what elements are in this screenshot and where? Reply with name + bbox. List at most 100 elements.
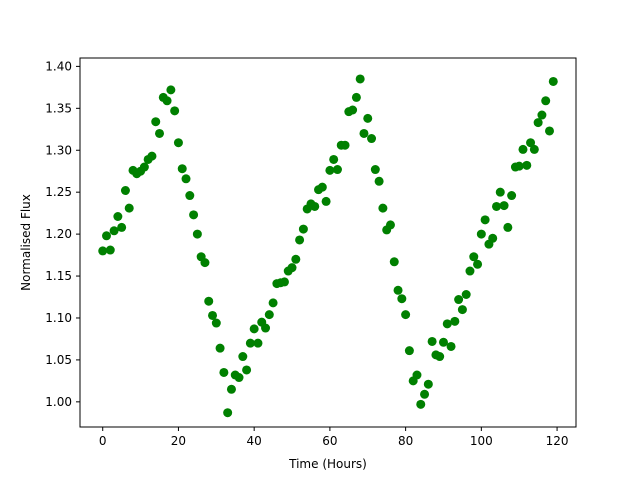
- data-point: [348, 105, 358, 115]
- data-point: [518, 144, 528, 154]
- data-point: [109, 226, 119, 236]
- data-point: [389, 257, 399, 267]
- data-point: [514, 161, 524, 171]
- plot-frame: [79, 57, 577, 428]
- data-point: [105, 245, 115, 255]
- data-point: [507, 191, 517, 201]
- data-point: [393, 285, 403, 295]
- data-point: [355, 74, 365, 84]
- data-point: [416, 399, 426, 409]
- data-point: [200, 258, 210, 268]
- data-point: [378, 203, 388, 213]
- data-point: [359, 128, 369, 138]
- data-point: [529, 144, 539, 154]
- data-point: [385, 220, 395, 230]
- data-point: [537, 110, 547, 120]
- y-axis-ticks: 1.00 1.05 1.10 1.15 1.20 1.25 1.30 1.35 1.40: [45, 59, 80, 409]
- y-tick-label: 1.30: [45, 143, 72, 157]
- data-point: [310, 201, 320, 211]
- data-point: [340, 140, 350, 150]
- data-point: [279, 277, 289, 287]
- data-point: [446, 341, 456, 351]
- data-point: [177, 164, 187, 174]
- data-point: [189, 210, 199, 220]
- plot-area: [80, 58, 576, 427]
- data-point: [404, 346, 414, 356]
- data-point: [321, 196, 331, 206]
- x-tick-label: 20: [171, 434, 186, 448]
- y-tick-label: 1.35: [45, 101, 72, 115]
- x-tick-label: 60: [322, 434, 337, 448]
- data-point: [226, 384, 236, 394]
- data-point: [139, 162, 149, 172]
- data-point: [268, 298, 278, 308]
- data-point: [287, 263, 297, 273]
- data-point: [162, 96, 172, 106]
- x-tick-label: 80: [398, 434, 413, 448]
- data-point: [465, 266, 475, 276]
- data-point: [450, 316, 460, 326]
- data-point: [215, 343, 225, 353]
- x-axis-label: Time (Hours): [288, 457, 367, 471]
- data-point: [545, 126, 554, 136]
- data-point: [120, 186, 130, 195]
- data-point: [204, 296, 214, 306]
- data-point: [185, 191, 195, 201]
- x-axis-ticks: 0 20 40 60 80 100 120: [99, 427, 569, 448]
- data-point: [488, 233, 498, 243]
- data-point: [367, 134, 377, 144]
- data-point: [397, 294, 407, 304]
- data-point: [332, 165, 342, 175]
- data-point: [238, 352, 248, 362]
- data-point: [192, 229, 202, 239]
- data-point: [102, 231, 111, 241]
- data-point: [548, 76, 558, 86]
- data-point: [351, 92, 361, 102]
- data-point: [480, 215, 490, 225]
- data-point: [522, 160, 532, 170]
- data-point: [223, 408, 233, 418]
- data-point: [113, 212, 123, 221]
- data-point: [253, 338, 263, 348]
- data-point: [155, 128, 165, 138]
- y-tick-label: 1.25: [45, 185, 72, 199]
- data-point: [234, 373, 244, 383]
- data-point: [219, 367, 229, 377]
- data-point: [295, 235, 305, 245]
- data-point: [495, 187, 505, 197]
- data-point: [491, 201, 501, 211]
- data-point: [173, 138, 183, 148]
- x-tick-label: 120: [546, 434, 569, 448]
- data-point: [98, 246, 108, 256]
- data-point: [526, 138, 536, 148]
- data-point: [438, 337, 448, 347]
- data-point: [461, 290, 471, 299]
- data-point: [181, 174, 191, 184]
- data-point: [503, 222, 513, 232]
- y-tick-label: 1.05: [45, 353, 72, 367]
- x-tick-label: 0: [99, 434, 107, 448]
- data-point: [261, 323, 271, 333]
- data-point: [423, 379, 433, 389]
- data-point: [317, 182, 327, 192]
- data-point: [211, 318, 221, 328]
- data-point: [151, 117, 161, 127]
- data-point: [412, 370, 422, 380]
- data-point: [117, 222, 127, 232]
- y-tick-label: 1.40: [45, 59, 72, 73]
- data-point: [147, 151, 157, 161]
- x-tick-label: 100: [470, 434, 493, 448]
- data-point: [325, 165, 335, 175]
- data-point: [469, 252, 479, 262]
- data-point: [374, 176, 384, 186]
- data-point: [264, 310, 274, 320]
- data-point: [124, 203, 134, 213]
- data-point: [454, 295, 464, 305]
- data-point: [208, 310, 218, 320]
- data-point: [476, 229, 486, 239]
- data-point: [298, 224, 308, 234]
- data-point: [245, 338, 255, 348]
- data-point: [442, 319, 452, 329]
- y-tick-label: 1.10: [45, 311, 72, 325]
- data-point: [427, 336, 437, 346]
